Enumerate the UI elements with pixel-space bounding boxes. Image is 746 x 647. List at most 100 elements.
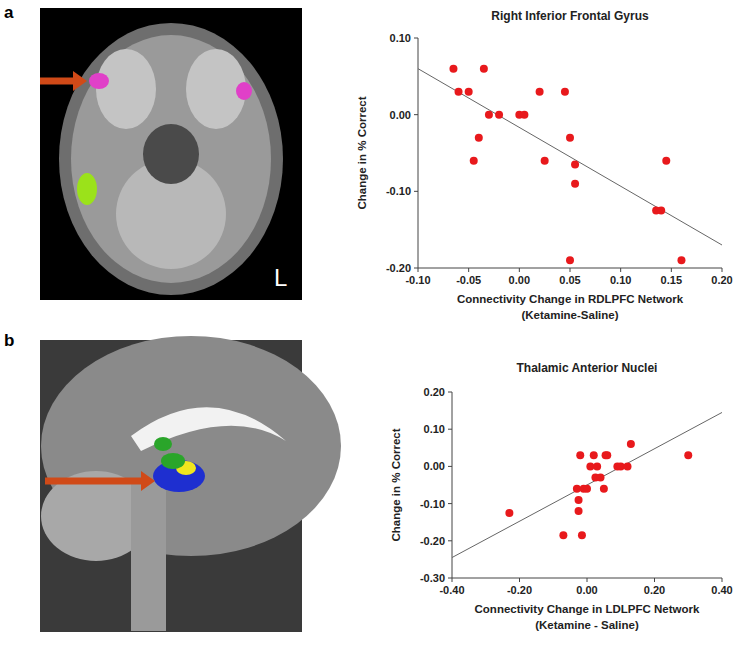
point — [566, 134, 574, 142]
point — [576, 451, 584, 459]
y-tick — [414, 114, 418, 115]
panel: b Thalamic Anterior Nuclei Change in % Cor… — [4, 331, 733, 632]
x-tick — [722, 268, 723, 272]
cluster — [77, 173, 97, 205]
point — [593, 462, 601, 470]
y-tick-label: -0.30 — [420, 572, 445, 584]
point — [475, 134, 483, 142]
cluster — [154, 437, 172, 451]
y-tick-label: 0.10 — [424, 423, 445, 435]
arrow — [40, 78, 76, 85]
cluster — [236, 82, 252, 100]
point — [600, 485, 608, 493]
y-axis — [452, 392, 453, 578]
brain-matter — [71, 35, 271, 283]
plot-marks — [452, 412, 722, 557]
panel-label: a — [4, 3, 14, 22]
trend-line — [452, 412, 722, 557]
point — [571, 161, 579, 169]
point — [536, 88, 544, 96]
point — [575, 496, 583, 504]
x-tick-label: 0.15 — [661, 274, 682, 286]
y-axis-label: Change in % Correct — [390, 428, 402, 541]
y-tick — [448, 503, 452, 504]
y-axis-label: Change in % Correct — [356, 96, 368, 209]
point — [541, 157, 549, 165]
point — [495, 111, 503, 119]
point — [597, 474, 605, 482]
y-tick — [414, 268, 418, 269]
point — [480, 65, 488, 73]
x-tick — [418, 268, 419, 272]
y-tick — [448, 540, 452, 541]
x-tick-label: -0.10 — [405, 274, 430, 286]
point — [657, 207, 665, 215]
x-tick-label: 0.40 — [711, 584, 732, 596]
point — [684, 451, 692, 459]
x-tick-label: -0.20 — [507, 584, 532, 596]
y-tick-label: -0.10 — [420, 498, 445, 510]
y-tick-label: -0.10 — [386, 185, 411, 197]
x-tick-label: 0.20 — [644, 584, 665, 596]
y-tick-label: -0.20 — [386, 262, 411, 274]
point — [578, 531, 586, 539]
x-tick-label: 0.20 — [711, 274, 732, 286]
x-tick — [570, 268, 571, 272]
x-tick — [587, 578, 588, 582]
point — [677, 256, 685, 264]
trend-line — [418, 69, 722, 245]
point — [575, 507, 583, 515]
panel: aLRight Inferior Frontal GyrusChange in … — [4, 3, 733, 321]
arrow-head — [141, 471, 155, 491]
arrow — [45, 478, 143, 485]
point — [603, 451, 611, 459]
point — [455, 88, 463, 96]
y-tick — [448, 578, 452, 579]
point — [566, 256, 574, 264]
y-tick-label: 0.20 — [424, 386, 445, 398]
x-tick-label: -0.05 — [456, 274, 481, 286]
x-axis-label: (Ketamine - Saline) — [535, 619, 639, 631]
point — [470, 157, 478, 165]
x-axis — [418, 268, 722, 269]
point — [505, 509, 513, 517]
x-tick — [519, 268, 520, 272]
corpus-callosum — [131, 407, 286, 451]
x-tick-label: 0.00 — [509, 274, 530, 286]
x-tick — [452, 578, 453, 582]
cluster — [161, 453, 185, 469]
x-tick-label: 0.05 — [559, 274, 580, 286]
y-tick — [414, 191, 418, 192]
x-tick — [620, 268, 621, 272]
y-tick — [448, 429, 452, 430]
y-tick-label: 0.00 — [390, 109, 411, 121]
y-tick-label: -0.20 — [420, 535, 445, 547]
point — [559, 531, 567, 539]
cluster — [89, 73, 109, 89]
point — [449, 65, 457, 73]
x-axis-label: Connectivity Change in LDLPFC Network — [475, 603, 701, 615]
x-tick — [722, 578, 723, 582]
brainstem-region — [143, 124, 199, 184]
y-tick-label: 0.00 — [424, 460, 445, 472]
x-tick — [671, 268, 672, 272]
panel-label: b — [4, 331, 14, 350]
point — [485, 111, 493, 119]
frontal-lobe — [96, 49, 156, 129]
figure: aLRight Inferior Frontal GyrusChange in … — [0, 0, 746, 647]
plot-marks — [418, 65, 722, 265]
chart-title: Thalamic Anterior Nuclei — [517, 361, 658, 375]
x-axis-label: Connectivity Change in RDLPFC Network — [457, 293, 684, 305]
y-tick — [414, 38, 418, 39]
point — [627, 440, 635, 448]
x-tick-label: 0.00 — [576, 584, 597, 596]
brain-outline — [59, 23, 283, 295]
y-tick — [448, 392, 452, 393]
x-axis — [452, 578, 722, 579]
point — [465, 88, 473, 96]
point — [624, 462, 632, 470]
x-tick — [654, 578, 655, 582]
point — [561, 88, 569, 96]
arrow-head — [73, 71, 87, 91]
x-axis-label: (Ketamine-Saline) — [521, 309, 618, 321]
